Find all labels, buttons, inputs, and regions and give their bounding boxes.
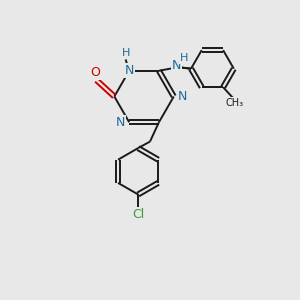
Text: CH₃: CH₃ xyxy=(226,98,244,108)
Text: Cl: Cl xyxy=(132,208,144,221)
Text: N: N xyxy=(178,90,188,103)
Text: H: H xyxy=(122,48,130,58)
Text: H: H xyxy=(180,53,188,63)
Text: N: N xyxy=(124,64,134,77)
Text: N: N xyxy=(116,116,125,129)
Text: O: O xyxy=(90,66,100,79)
Text: N: N xyxy=(172,59,182,72)
